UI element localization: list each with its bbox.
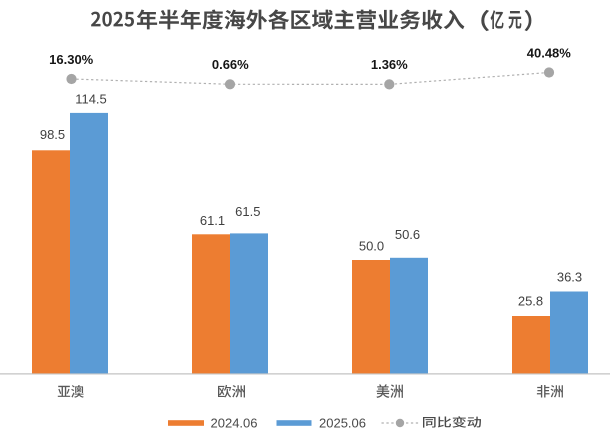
svg-text:114.5: 114.5 (75, 91, 107, 106)
svg-text:50.6: 50.6 (395, 227, 420, 242)
svg-text:1.36%: 1.36% (371, 57, 408, 72)
svg-text:2024.06: 2024.06 (211, 415, 258, 430)
svg-text:40.48%: 40.48% (527, 46, 572, 61)
svg-text:98.5: 98.5 (40, 127, 65, 142)
svg-text:0.66%: 0.66% (212, 57, 249, 72)
svg-text:61.5: 61.5 (235, 204, 260, 219)
svg-text:25.8: 25.8 (518, 293, 543, 308)
svg-text:2025.06: 2025.06 (319, 415, 366, 430)
svg-text:61.1: 61.1 (200, 213, 225, 228)
svg-text:50.0: 50.0 (359, 239, 384, 254)
svg-text:36.3: 36.3 (557, 270, 582, 285)
svg-text:16.30%: 16.30% (49, 52, 94, 67)
